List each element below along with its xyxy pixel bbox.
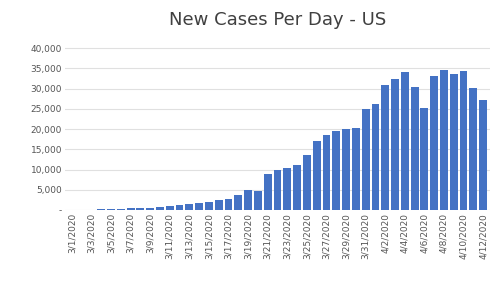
Bar [342, 129, 350, 210]
Bar [410, 87, 418, 210]
Bar [274, 169, 281, 210]
Bar [382, 85, 389, 210]
Bar [322, 135, 330, 210]
Bar [391, 79, 399, 210]
Title: New Cases Per Day - US: New Cases Per Day - US [169, 11, 386, 29]
Bar [215, 200, 222, 210]
Bar [362, 109, 370, 210]
Bar [107, 209, 115, 210]
Bar [401, 72, 408, 210]
Bar [224, 199, 232, 210]
Bar [98, 209, 105, 210]
Bar [117, 209, 124, 210]
Bar [293, 166, 301, 210]
Bar [176, 205, 184, 210]
Bar [303, 155, 311, 210]
Bar [126, 208, 134, 210]
Bar [166, 206, 173, 210]
Bar [234, 195, 242, 210]
Bar [244, 190, 252, 210]
Bar [264, 174, 272, 210]
Bar [254, 190, 262, 210]
Bar [372, 104, 380, 210]
Bar [205, 202, 213, 210]
Bar [284, 167, 291, 210]
Bar [450, 74, 458, 210]
Bar [479, 100, 487, 210]
Bar [332, 131, 340, 210]
Bar [186, 204, 194, 210]
Bar [440, 70, 448, 210]
Bar [352, 128, 360, 210]
Bar [136, 208, 144, 210]
Bar [420, 108, 428, 210]
Bar [313, 141, 320, 210]
Bar [195, 203, 203, 210]
Bar [430, 76, 438, 210]
Bar [470, 88, 478, 210]
Bar [146, 208, 154, 210]
Bar [156, 207, 164, 210]
Bar [460, 71, 468, 210]
